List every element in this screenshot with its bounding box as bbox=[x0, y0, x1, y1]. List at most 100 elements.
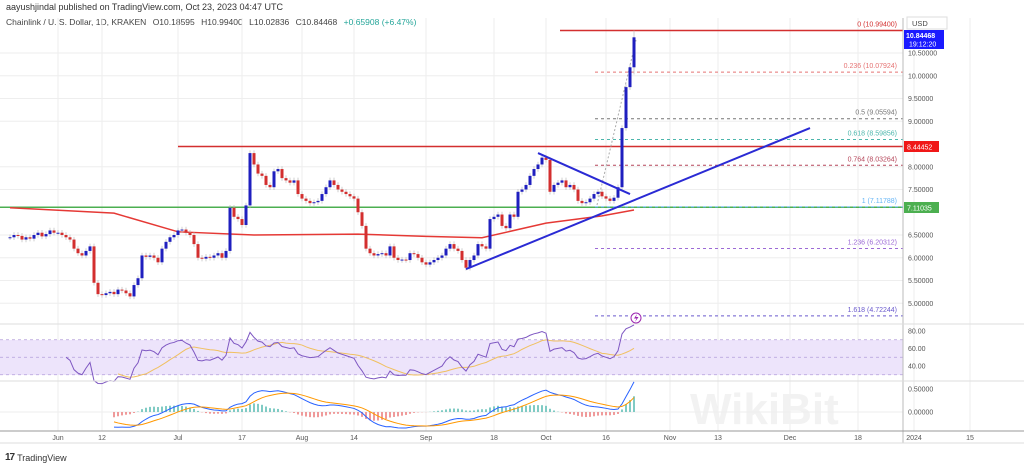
candle-body bbox=[252, 153, 256, 165]
macd-histogram-bar bbox=[237, 408, 239, 412]
macd-histogram-bar bbox=[433, 411, 435, 412]
candle-body bbox=[52, 230, 56, 233]
tradingview-logo-icon: 17 bbox=[5, 452, 15, 463]
currency-label-box[interactable] bbox=[906, 16, 948, 30]
macd-histogram-bar bbox=[589, 412, 591, 417]
candle-body bbox=[216, 253, 220, 256]
macd-histogram-bar bbox=[241, 408, 243, 412]
candle-body bbox=[588, 198, 592, 203]
macd-histogram-bar bbox=[537, 405, 539, 412]
symbol-name[interactable]: Chainlink / U. S. Dollar, 1D, KRAKEN bbox=[6, 17, 147, 27]
candle-body bbox=[624, 87, 628, 129]
candle-body bbox=[344, 191, 348, 195]
macd-histogram-bar bbox=[161, 406, 163, 412]
candle-body bbox=[380, 253, 384, 255]
candle-body bbox=[36, 232, 40, 235]
alert-icon[interactable] bbox=[630, 312, 642, 324]
macd-histogram-bar bbox=[517, 406, 519, 412]
candle-body bbox=[180, 229, 184, 231]
candle-body bbox=[480, 244, 484, 247]
macd-histogram-bar bbox=[349, 412, 351, 415]
candle-body bbox=[468, 260, 472, 268]
candle-body bbox=[616, 187, 620, 198]
price-tick-label: 6.00000 bbox=[908, 255, 933, 262]
macd-histogram-bar bbox=[177, 405, 179, 412]
candle-body bbox=[392, 246, 396, 258]
macd-histogram-bar bbox=[573, 412, 575, 415]
candle-body bbox=[172, 235, 176, 238]
candle-body bbox=[528, 175, 532, 185]
fib-level-label: 1 (7.11788) bbox=[862, 198, 897, 205]
candle-body bbox=[572, 184, 576, 190]
macd-histogram-bar bbox=[313, 412, 315, 418]
candle-body bbox=[72, 239, 76, 249]
rsi-tick-label: 80.00 bbox=[908, 329, 926, 336]
candle-body bbox=[632, 37, 636, 68]
macd-histogram-bar bbox=[565, 412, 567, 414]
trendlines bbox=[465, 127, 811, 271]
candle-body bbox=[348, 194, 352, 197]
candle-body bbox=[548, 159, 552, 192]
candle-body bbox=[368, 248, 372, 254]
macd-histogram-bar bbox=[445, 409, 447, 412]
candle-body bbox=[508, 214, 512, 229]
time-tick-label: 14 bbox=[350, 435, 358, 442]
last-price: 10.84468 bbox=[906, 33, 935, 40]
candle-body bbox=[464, 260, 468, 268]
price-tick-label: 9.00000 bbox=[908, 119, 933, 126]
candle-body bbox=[576, 189, 580, 201]
price-axis[interactable]: 10.50000 10.00000 9.50000 9.00000 8.00000 7.5… bbox=[908, 51, 937, 417]
candle-body bbox=[32, 235, 36, 239]
candle-body bbox=[604, 196, 608, 199]
candle-body bbox=[544, 157, 548, 160]
time-axis[interactable]: Jun 12 Jul 17 Aug 14 Sep 18 Oct 16 Nov 13 Dec 18 2024 1… bbox=[52, 435, 974, 442]
macd-histogram-bar bbox=[213, 412, 215, 414]
macd-histogram-bar bbox=[457, 408, 459, 412]
candle-body bbox=[272, 171, 276, 188]
macd-histogram-bar bbox=[353, 412, 355, 415]
candle-body bbox=[28, 237, 32, 239]
macd-histogram-bar bbox=[373, 412, 375, 421]
macd-histogram-bar bbox=[577, 412, 579, 416]
macd-histogram-bar bbox=[453, 408, 455, 412]
macd-histogram-bar bbox=[529, 405, 531, 412]
last-price-tag bbox=[904, 30, 944, 49]
macd-histogram-bar bbox=[113, 412, 115, 418]
macd-histogram-bar bbox=[469, 410, 471, 412]
watermark: WikiBit bbox=[690, 385, 839, 434]
candle-body bbox=[472, 255, 476, 261]
bar-countdown: 19:12:20 bbox=[909, 42, 936, 49]
macd-histogram-bar bbox=[293, 412, 295, 414]
fib-level-label: 0.618 (8.59856) bbox=[848, 131, 897, 138]
candle-body bbox=[612, 197, 616, 201]
candle-body bbox=[140, 255, 144, 279]
time-tick-label: 2024 bbox=[906, 435, 922, 442]
resistance-price-tag bbox=[904, 141, 939, 152]
tradingview-logo[interactable]: 17 TradingView bbox=[5, 452, 67, 463]
candle-body bbox=[552, 184, 556, 192]
candle-body bbox=[256, 164, 260, 174]
macd-histogram-bar bbox=[541, 405, 543, 412]
macd-histogram-bar bbox=[617, 412, 619, 414]
candle-body bbox=[396, 257, 400, 261]
macd-histogram-bar bbox=[165, 406, 167, 412]
macd-histogram-bar bbox=[497, 405, 499, 412]
candle-body bbox=[524, 184, 528, 190]
candle-body bbox=[24, 237, 28, 240]
macd-signal-line bbox=[113, 392, 635, 427]
macd-histogram-bar bbox=[385, 412, 387, 420]
macd-histogram-bar bbox=[233, 409, 235, 412]
candle-body bbox=[132, 285, 136, 297]
candle-body bbox=[156, 257, 160, 263]
macd-histogram-bar bbox=[397, 412, 399, 417]
macd-histogram-bar bbox=[441, 410, 443, 412]
macd-histogram-bar bbox=[485, 409, 487, 412]
macd-histogram-bar bbox=[225, 412, 227, 414]
time-tick-label: 18 bbox=[854, 435, 862, 442]
candle-body bbox=[176, 230, 180, 235]
candle-body bbox=[48, 230, 52, 235]
macd-histogram-bar bbox=[325, 412, 327, 416]
candle-body bbox=[116, 289, 120, 295]
macd-histogram-bar bbox=[277, 408, 279, 412]
